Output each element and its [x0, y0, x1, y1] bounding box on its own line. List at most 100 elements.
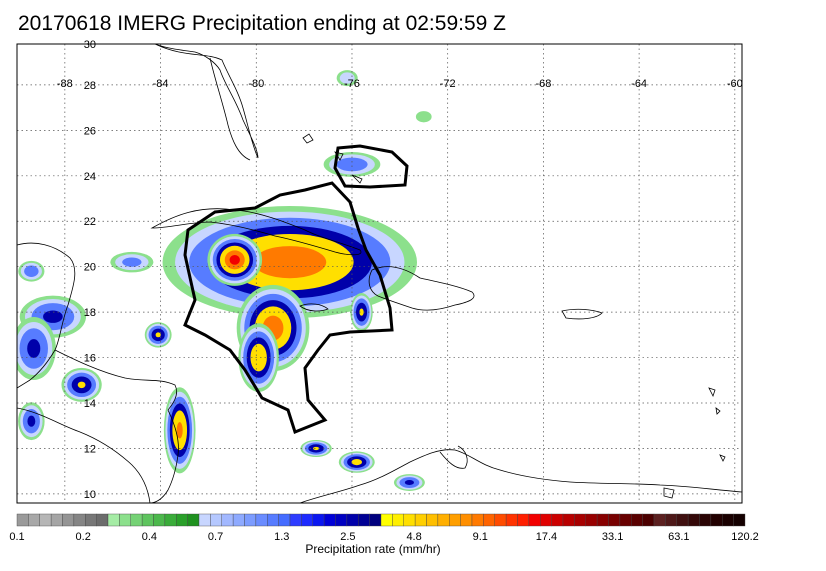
coastline-florida: [154, 44, 259, 159]
colorbar-box: [107, 513, 120, 527]
map-frame: [16, 43, 743, 504]
colorbar-box: [312, 513, 325, 527]
colorbar-box: [596, 513, 609, 527]
colorbar-tick-label: 0.7: [208, 531, 223, 543]
precip-cell-9: [144, 322, 172, 348]
precipitation-field: [17, 70, 432, 491]
precip-cell-8: [163, 387, 196, 474]
coastline-bahamas-3: [351, 174, 363, 184]
axis-tick-labels: -88 -84 -80 -76 -72 -68 -64 -60 30 28 26 24 22 20 18 16…: [57, 39, 743, 501]
tracked-storm-outline: [183, 144, 409, 434]
colorbar-box: [403, 513, 416, 527]
precip-contour: [43, 310, 63, 323]
precip-contour: [404, 480, 414, 486]
precip-cell-16: [393, 474, 425, 491]
lon-tick-label: -60: [727, 78, 743, 90]
colorbar-box: [85, 513, 97, 527]
coastline-florida-west: [209, 57, 251, 161]
lat-tick-label: 26: [84, 125, 96, 137]
colorbar-box: [517, 513, 530, 527]
colorbar-box: [551, 513, 564, 527]
colorbar-box: [710, 513, 723, 527]
colorbar-box: [687, 513, 700, 527]
lon-tick-label: -72: [440, 78, 456, 90]
coastline-colombia: [299, 449, 742, 503]
colorbar-tick-label: 4.8: [406, 531, 421, 543]
colorbar-box: [437, 513, 450, 527]
precip-cell-17: [110, 251, 154, 273]
colorbar-tick-label: 0.4: [142, 531, 157, 543]
colorbar-box: [301, 513, 313, 527]
precip-cell-12: [61, 367, 102, 402]
colorbar-box: [460, 513, 473, 527]
storm-outline-bahamas: [333, 144, 409, 189]
coastline-trinidad: [663, 487, 675, 499]
colorbar-box: [267, 513, 279, 527]
precip-contour: [77, 381, 86, 389]
colorbar-box: [358, 513, 370, 527]
lon-tick-label: -88: [57, 78, 73, 90]
precip-contour: [253, 246, 327, 279]
colorbar-box: [50, 513, 63, 527]
precip-contour: [27, 415, 36, 427]
precip-contour: [351, 458, 362, 466]
colorbar-tick-label: 120.2: [731, 531, 759, 543]
lat-lon-grid: [17, 44, 742, 503]
precip-contour: [313, 446, 320, 451]
coastline-pacific: [17, 407, 151, 503]
colorbar-box: [540, 513, 552, 527]
colorbar-box: [528, 513, 541, 527]
precip-cell-18: [18, 260, 45, 282]
precip-contour: [415, 111, 432, 123]
colorbar-box: [369, 513, 382, 527]
coastline-nicaragua: [149, 409, 179, 503]
colorbar-box: [244, 513, 257, 527]
colorbar-boxes: [16, 513, 746, 527]
colorbar-tick-label: 33.1: [602, 531, 623, 543]
precip-contour: [24, 265, 39, 277]
colorbar-tick-label: 0.1: [9, 531, 24, 543]
precip-cell-11: [17, 317, 56, 380]
precip-cell-6: [336, 70, 358, 87]
colorbar-box: [141, 513, 154, 527]
colorbar-box: [608, 513, 621, 527]
colorbar-tick-label: 9.1: [473, 531, 488, 543]
colorbar-box: [255, 513, 268, 527]
coastline-honduras: [54, 349, 177, 411]
coastline-antilles-1: [708, 387, 716, 398]
precip-cell-14: [300, 439, 332, 457]
colorbar-box: [574, 513, 586, 527]
colorbar-box: [39, 513, 52, 527]
colorbar-box: [346, 513, 359, 527]
colorbar-box: [392, 513, 404, 527]
precip-contour: [155, 332, 161, 338]
precip-contour: [176, 422, 183, 439]
colorbar-box: [28, 513, 40, 527]
colorbar-box: [483, 513, 495, 527]
lat-tick-label: 18: [84, 307, 96, 319]
colorbar-box: [562, 513, 575, 527]
colorbar-box: [619, 513, 632, 527]
colorbar-box: [153, 513, 166, 527]
colorbar-tick-label: 63.1: [668, 531, 689, 543]
map-title: 20170618 IMERG Precipitation ending at 0…: [18, 12, 506, 35]
colorbar-box: [119, 513, 131, 527]
colorbar-box: [733, 513, 746, 527]
colorbar-box: [699, 513, 712, 527]
colorbar-box: [505, 513, 518, 527]
colorbar-box: [232, 513, 245, 527]
precip-cell-15: [338, 451, 375, 473]
colorbar-label: Precipitation rate (mm/hr): [305, 542, 441, 556]
lat-tick-label: 20: [84, 262, 96, 274]
lat-tick-label: 30: [84, 39, 96, 51]
colorbar-box: [62, 513, 75, 527]
colorbar-box: [289, 513, 302, 527]
coastlines: [17, 44, 742, 503]
colorbar-box: [426, 513, 439, 527]
lat-tick-label: 28: [84, 80, 96, 92]
colorbar-box: [471, 513, 484, 527]
colorbar-tick-label: 0.2: [76, 531, 91, 543]
colorbar-tick-label: 2.5: [340, 531, 355, 543]
precip-contour: [250, 343, 267, 372]
